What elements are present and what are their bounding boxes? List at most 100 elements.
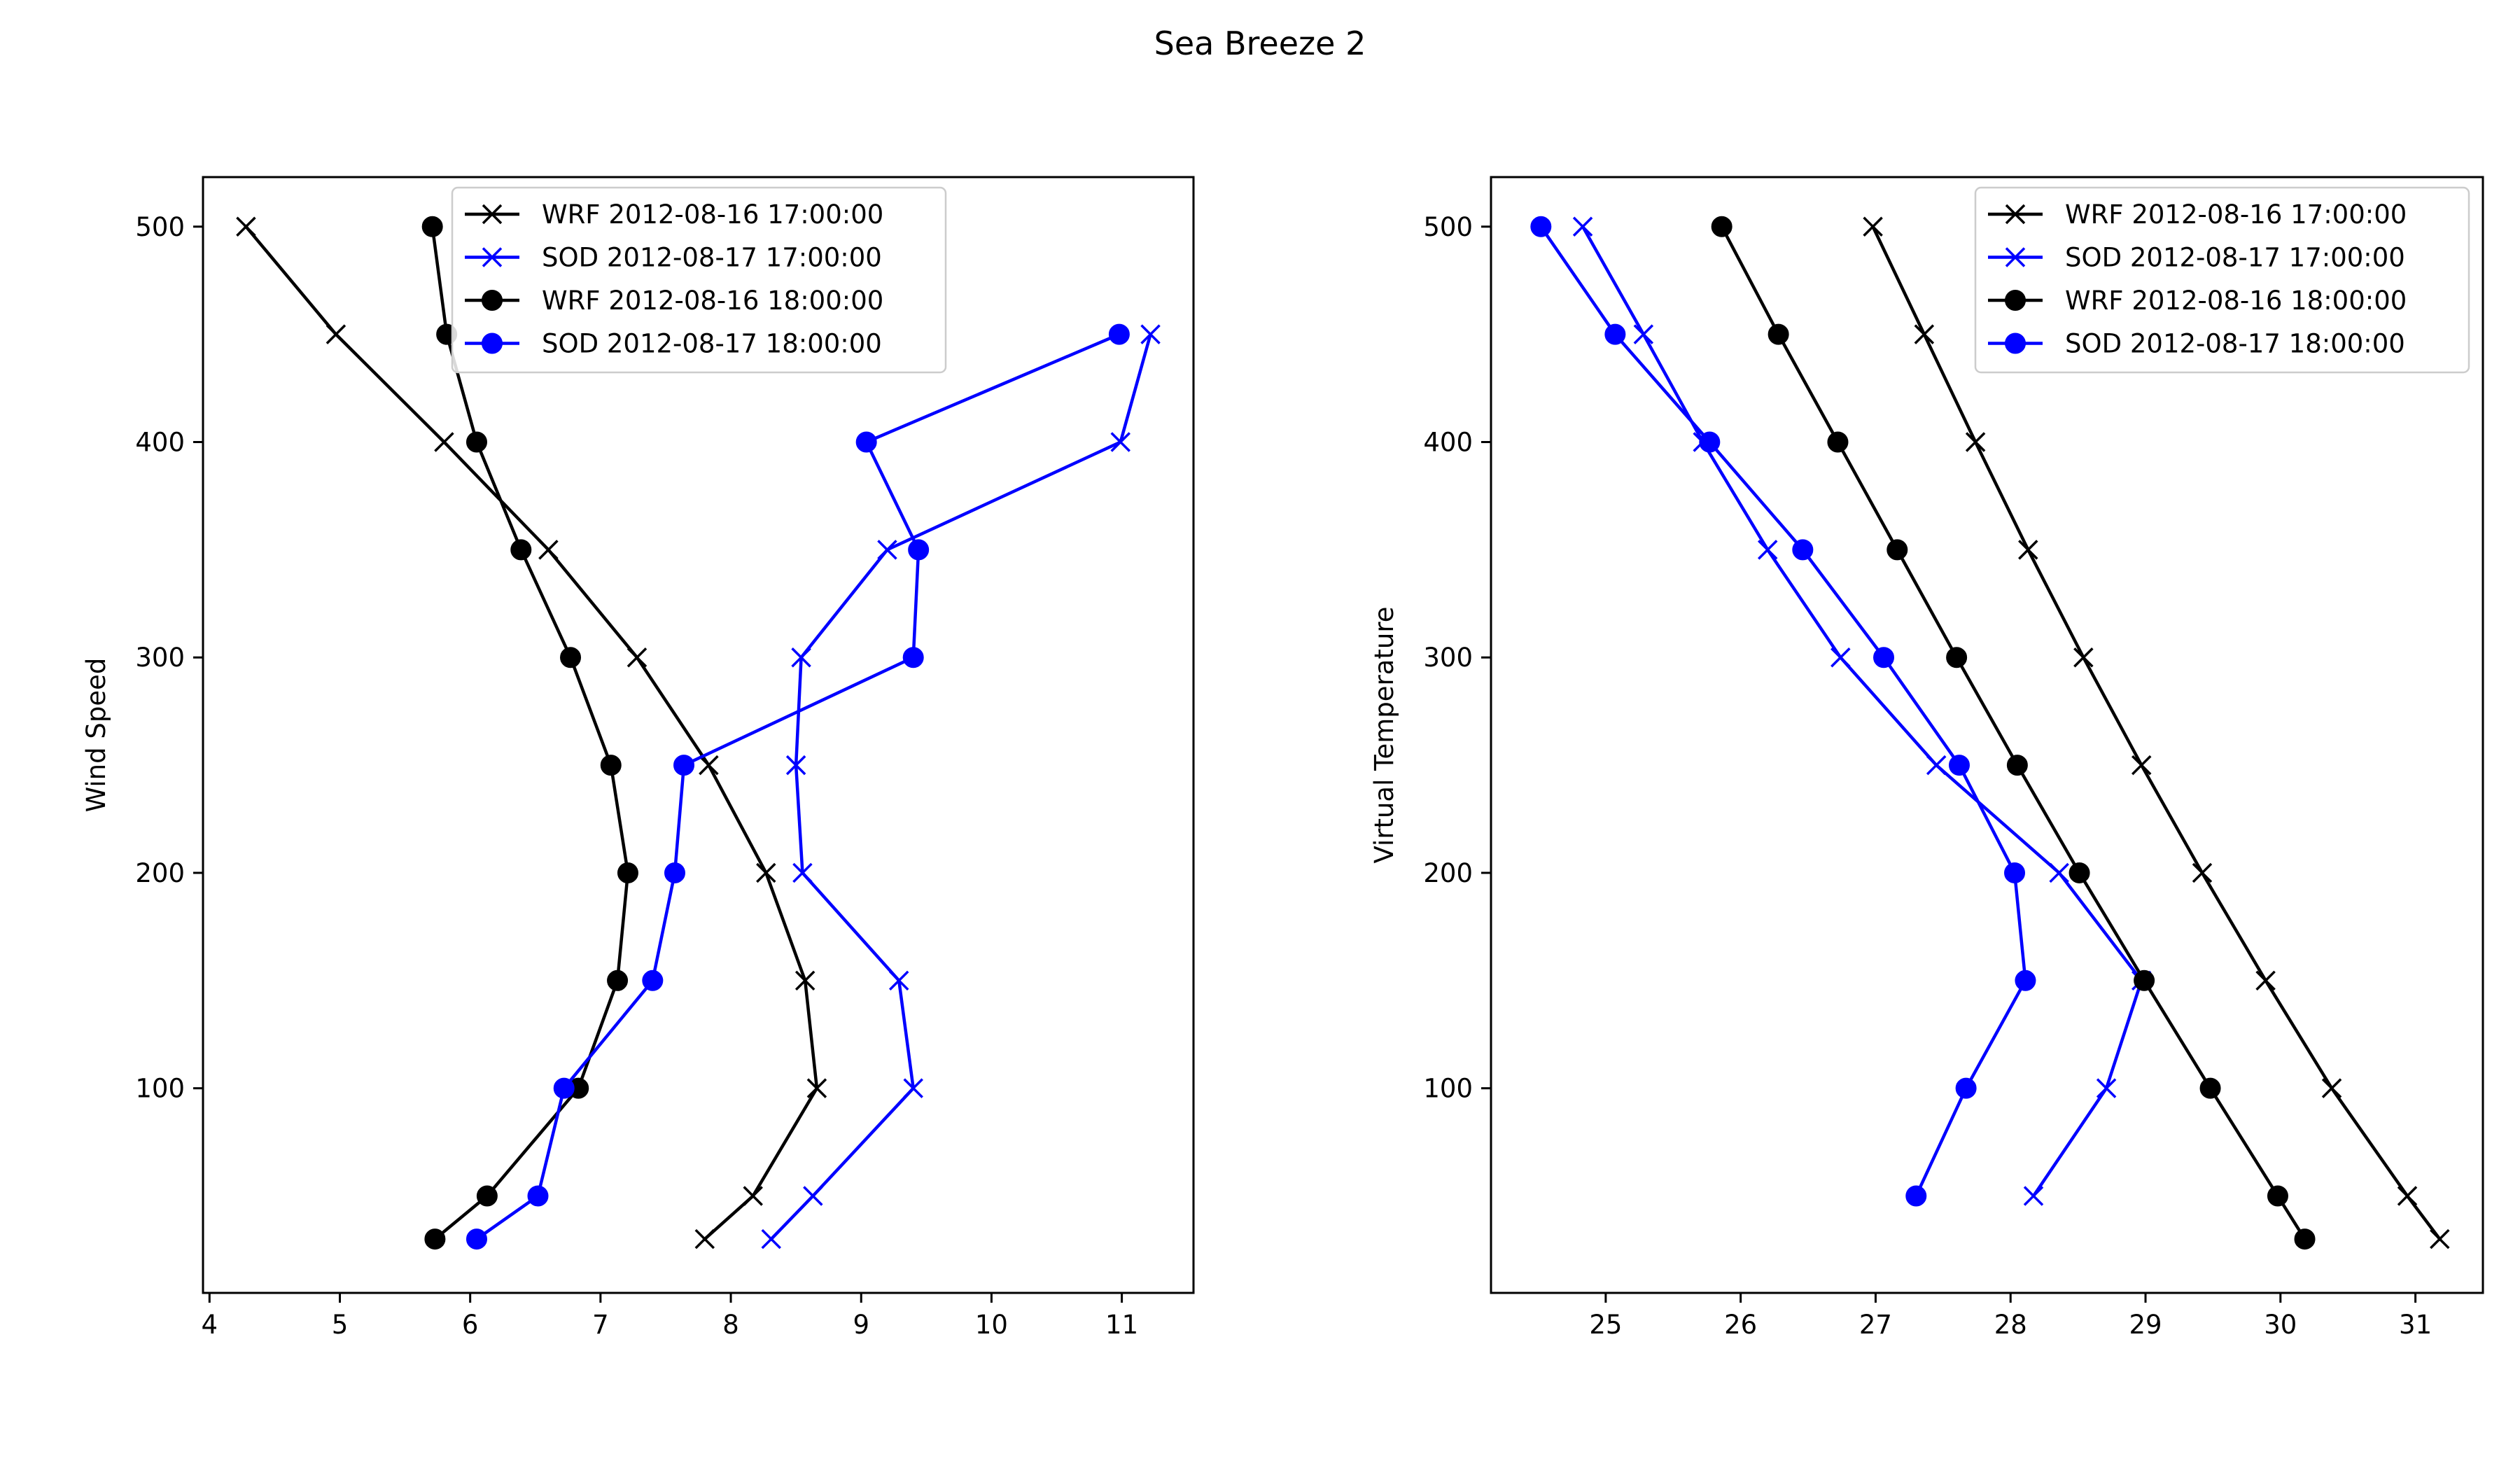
y-tick-label: 500 xyxy=(1423,212,1473,242)
y-tick-label: 400 xyxy=(135,427,185,457)
data-point-s2-5 xyxy=(1830,647,1851,668)
x-tick-label: 28 xyxy=(1994,1310,2027,1340)
data-point-s3-9 xyxy=(2199,1077,2221,1099)
data-point-s3-4 xyxy=(510,539,532,561)
data-point-s4-3 xyxy=(1699,431,1721,453)
data-point-s4-10 xyxy=(1905,1185,1927,1207)
series-group xyxy=(236,216,1161,1250)
data-point-s1-5 xyxy=(626,647,648,668)
data-point-s2-6 xyxy=(792,862,813,883)
data-point-s4-6 xyxy=(664,862,685,883)
y-tick-label: 200 xyxy=(1423,858,1473,888)
legend-entry: WRF 2012-08-16 18:00:00 xyxy=(2065,286,2407,316)
data-point-s4-5 xyxy=(1873,647,1895,668)
data-point-s3-8 xyxy=(607,969,629,991)
data-point-s2-3 xyxy=(877,540,897,560)
data-point-s1-5 xyxy=(2073,647,2094,668)
data-point-s4-7 xyxy=(2004,862,2026,883)
data-point-s3-11 xyxy=(424,1228,446,1250)
legend-entry: SOD 2012-08-17 18:00:00 xyxy=(2065,329,2405,359)
y-axis-label: Virtual Temperature xyxy=(1369,606,1399,863)
data-point-s1-11 xyxy=(694,1228,715,1250)
data-point-s1-4 xyxy=(538,540,559,560)
legend-box xyxy=(1974,186,2470,374)
data-point-s3-10 xyxy=(2267,1185,2288,1207)
plot-frame xyxy=(202,176,1195,1294)
data-point-s2-2 xyxy=(1633,324,1654,344)
data-point-s3-6 xyxy=(2006,755,2028,776)
data-point-s1-6 xyxy=(699,755,719,776)
x-tick-label: 31 xyxy=(2399,1310,2432,1340)
data-point-s2-7 xyxy=(2049,862,2069,883)
legend-marker xyxy=(2005,332,2026,354)
series-line-2 xyxy=(1581,224,2143,1198)
data-point-s2-4 xyxy=(791,647,811,668)
data-point-s3-8 xyxy=(2134,969,2155,991)
y-tick-label: 200 xyxy=(135,858,185,888)
data-point-s4-7 xyxy=(642,969,664,991)
data-point-s4-8 xyxy=(553,1077,575,1099)
data-point-s1-10 xyxy=(2397,1186,2418,1206)
y-tick-label: 400 xyxy=(1423,427,1473,457)
legend-marker xyxy=(2005,247,2026,267)
data-point-s4-3 xyxy=(908,539,930,561)
data-point-s2-4 xyxy=(1757,540,1778,560)
x-tick-label: 30 xyxy=(2264,1310,2297,1340)
legend: WRF 2012-08-16 17:00:00 SOD 2012-08-17 17… xyxy=(1974,186,2470,374)
data-point-s1-4 xyxy=(2018,540,2038,560)
data-point-s3-3 xyxy=(465,431,487,453)
data-point-s3-7 xyxy=(617,862,638,883)
x-tick-label: 7 xyxy=(592,1310,609,1340)
data-point-s1-7 xyxy=(756,862,776,883)
data-point-s1-7 xyxy=(2192,862,2213,883)
data-point-s4-1 xyxy=(1108,323,1130,345)
legend-marker xyxy=(482,290,503,311)
plots-group: 4 5 6 7 8 9 10 11 100 200 300 400 500 Wind Speed WRF 2… xyxy=(81,176,2484,1340)
series-line-4 xyxy=(474,332,1121,1242)
figure-title: Sea Breeze 2 xyxy=(1154,24,1366,62)
data-point-s2-8 xyxy=(903,1078,923,1098)
data-point-s3-2 xyxy=(1768,323,1789,345)
data-point-s2-5 xyxy=(785,755,806,776)
data-point-s1-3 xyxy=(434,432,454,452)
x-tick-label: 5 xyxy=(332,1310,349,1340)
data-point-s2-10 xyxy=(761,1228,781,1250)
data-point-s1-6 xyxy=(2132,755,2152,776)
legend-marker xyxy=(482,204,503,225)
data-point-s3-5 xyxy=(1946,647,1968,668)
x-tick-label: 8 xyxy=(722,1310,739,1340)
data-point-s2-10 xyxy=(2023,1186,2044,1206)
legend-entry: WRF 2012-08-16 18:00:00 xyxy=(542,286,883,316)
x-tick-label: 10 xyxy=(975,1310,1008,1340)
data-point-s1-9 xyxy=(806,1078,827,1098)
data-point-s1-11 xyxy=(2430,1228,2450,1250)
data-point-s4-1 xyxy=(1530,216,1552,237)
data-point-s4-5 xyxy=(673,755,695,776)
x-tick-label: 29 xyxy=(2129,1310,2162,1340)
data-point-s4-6 xyxy=(1948,755,1970,776)
data-point-s4-4 xyxy=(1792,539,1814,561)
x-tick-label: 27 xyxy=(1859,1310,1892,1340)
data-point-s4-9 xyxy=(1955,1077,1977,1099)
legend-marker xyxy=(482,332,503,354)
data-point-s4-8 xyxy=(2015,969,2036,991)
chart-panel-2: 25 26 27 28 29 30 31 100 200 300 400 500 Virtual Tem… xyxy=(1369,176,2484,1340)
legend-marker xyxy=(482,247,503,267)
legend-entry: SOD 2012-08-17 18:00:00 xyxy=(542,329,882,359)
data-point-s2-1 xyxy=(1140,324,1161,344)
legend-entry: SOD 2012-08-17 17:00:00 xyxy=(542,243,882,273)
data-point-s4-4 xyxy=(902,647,924,668)
legend-entry: WRF 2012-08-16 17:00:00 xyxy=(2065,200,2407,230)
data-point-s4-2 xyxy=(855,431,877,453)
data-point-s2-9 xyxy=(803,1186,823,1206)
data-point-s2-1 xyxy=(1572,216,1593,237)
x-tick-label: 25 xyxy=(1589,1310,1622,1340)
legend-entry: SOD 2012-08-17 17:00:00 xyxy=(2065,243,2405,273)
data-point-s3-1 xyxy=(421,216,443,237)
data-point-s2-7 xyxy=(888,970,909,991)
data-point-s1-2 xyxy=(1914,324,1935,344)
data-point-s3-10 xyxy=(476,1185,498,1207)
data-point-s4-2 xyxy=(1604,323,1626,345)
data-point-s1-8 xyxy=(794,970,816,991)
